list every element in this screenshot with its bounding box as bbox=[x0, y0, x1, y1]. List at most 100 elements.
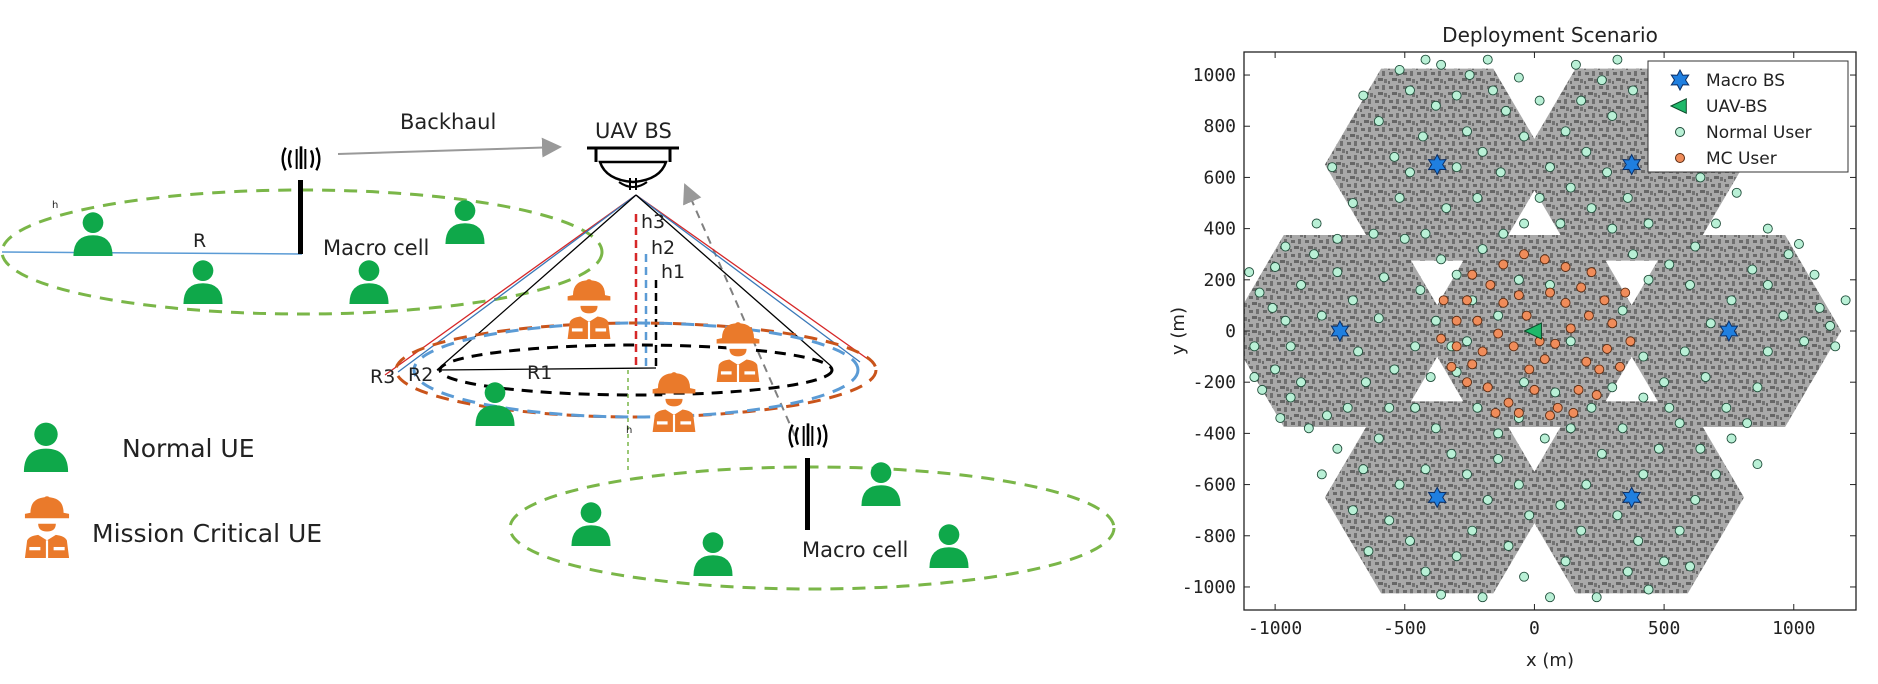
y-tick-label: 800 bbox=[1203, 116, 1236, 137]
x-axis-ticks: -1000 -500 0 500 1000 bbox=[1248, 52, 1815, 639]
mc-user-point bbox=[1539, 254, 1550, 265]
normal-user-point bbox=[1420, 464, 1431, 475]
normal-user-point bbox=[1550, 387, 1561, 398]
normal-user-point bbox=[1700, 372, 1711, 383]
normal-user-point bbox=[1417, 131, 1428, 142]
legend-label: UAV-BS bbox=[1706, 97, 1767, 117]
macro-cell-label-2: Macro cell bbox=[802, 538, 908, 562]
mc-user-point bbox=[1615, 361, 1625, 372]
y-tick-label: -800 bbox=[1193, 526, 1236, 547]
normal-user-point bbox=[1576, 95, 1587, 106]
mc-user-point bbox=[1493, 328, 1504, 339]
normal-user-point bbox=[1430, 100, 1441, 111]
normal-user-point bbox=[1373, 313, 1384, 324]
mc-user-point bbox=[1581, 356, 1592, 367]
normal-user-point bbox=[1690, 241, 1701, 252]
normal-user-point bbox=[1607, 382, 1618, 393]
mc-user-point bbox=[1524, 364, 1535, 375]
normal-user-point bbox=[1617, 423, 1628, 434]
normal-user-point bbox=[1570, 59, 1581, 70]
normal-user-point bbox=[1778, 310, 1789, 321]
normal-user-point bbox=[1721, 402, 1732, 413]
mc-user-point bbox=[1594, 364, 1605, 375]
macro-bs-point bbox=[1622, 486, 1642, 509]
normal-user-point bbox=[1555, 500, 1566, 511]
normal-user-point bbox=[1358, 464, 1369, 475]
y-tick-label: -1000 bbox=[1182, 577, 1236, 598]
normal-user-point bbox=[1607, 111, 1618, 121]
normal-user-point bbox=[1462, 336, 1472, 347]
normal-user-point bbox=[1674, 525, 1685, 536]
mc-user-point bbox=[1467, 269, 1478, 280]
person-icon bbox=[929, 524, 969, 568]
macro-bs-point bbox=[1330, 319, 1350, 343]
mc-user-point bbox=[1591, 390, 1602, 400]
firefighter-icon bbox=[567, 279, 611, 339]
backhaul-arrow bbox=[337, 137, 562, 158]
normal-user-point bbox=[1332, 267, 1343, 278]
normal-user-point bbox=[1565, 182, 1576, 193]
normal-user-point bbox=[1576, 525, 1587, 536]
mc-user-point bbox=[1513, 290, 1524, 301]
normal-user-point bbox=[1327, 162, 1338, 173]
chart-legend: Macro BS UAV-BS Normal User MC User bbox=[1647, 60, 1849, 173]
uav-bs-label: UAV BS bbox=[595, 119, 672, 143]
mc-user-point bbox=[1451, 341, 1462, 352]
normal-user-point bbox=[1762, 346, 1773, 357]
normal-user-point bbox=[1607, 223, 1618, 234]
normal-user-point bbox=[1389, 151, 1400, 162]
normal-user-point bbox=[1477, 146, 1488, 157]
normal-user-point bbox=[1347, 295, 1358, 306]
mc-user-point bbox=[1446, 361, 1457, 372]
normal-user-point bbox=[1399, 233, 1410, 244]
normal-user-point bbox=[1267, 303, 1278, 313]
normal-user-point bbox=[1467, 525, 1478, 536]
x-tick-label: -500 bbox=[1383, 618, 1426, 639]
normal-user-point bbox=[1347, 198, 1358, 208]
normal-user-point bbox=[1793, 239, 1804, 249]
mc-user-point bbox=[1508, 341, 1519, 352]
normal-user-point bbox=[1565, 336, 1576, 347]
normal-user-point bbox=[1254, 287, 1265, 298]
normal-user-point bbox=[1360, 377, 1371, 388]
normal-user-point bbox=[1602, 167, 1613, 178]
legend-label: MC User bbox=[1706, 149, 1777, 169]
legend-normal-user-marker bbox=[1675, 127, 1685, 137]
person-icon bbox=[73, 212, 113, 256]
normal-user-point bbox=[1249, 372, 1260, 383]
normal-user-point bbox=[1394, 64, 1405, 75]
normal-user-point bbox=[1513, 72, 1524, 83]
height-label-h2: h2 bbox=[651, 237, 675, 259]
normal-user-point bbox=[1581, 479, 1592, 490]
firefighter-icon bbox=[652, 372, 696, 432]
legend-label: Normal User bbox=[1706, 123, 1812, 143]
x-tick-label: -1000 bbox=[1248, 618, 1302, 639]
cell-tower-icon bbox=[280, 145, 322, 254]
normal-user-point bbox=[1285, 392, 1296, 403]
normal-user-point bbox=[1638, 351, 1649, 362]
coverage-cone bbox=[384, 194, 873, 376]
normal-user-point bbox=[1783, 249, 1794, 260]
mc-user-point bbox=[1573, 384, 1584, 395]
normal-user-point bbox=[1316, 310, 1327, 321]
mc-user-point bbox=[1539, 354, 1550, 365]
normal-user-point bbox=[1643, 218, 1654, 229]
mc-user-point bbox=[1560, 297, 1571, 308]
macro-bs-point bbox=[1427, 153, 1447, 176]
y-tick-label: -600 bbox=[1193, 475, 1236, 496]
normal-user-point bbox=[1581, 146, 1592, 157]
normal-user-point bbox=[1420, 228, 1431, 239]
normal-user-point bbox=[1555, 218, 1566, 229]
mc-user-point bbox=[1550, 338, 1561, 349]
normal-user-point bbox=[1840, 295, 1851, 306]
mc-user-point bbox=[1568, 407, 1579, 418]
normal-user-point bbox=[1270, 364, 1281, 375]
normal-user-point bbox=[1285, 341, 1296, 352]
x-tick-label: 1000 bbox=[1772, 618, 1815, 639]
normal-user-point bbox=[1685, 279, 1695, 290]
normal-user-point bbox=[1332, 443, 1343, 454]
chart-title: Deployment Scenario bbox=[1442, 23, 1658, 47]
normal-user-point bbox=[1384, 515, 1395, 526]
radius-label-r3: R3 bbox=[370, 366, 395, 388]
